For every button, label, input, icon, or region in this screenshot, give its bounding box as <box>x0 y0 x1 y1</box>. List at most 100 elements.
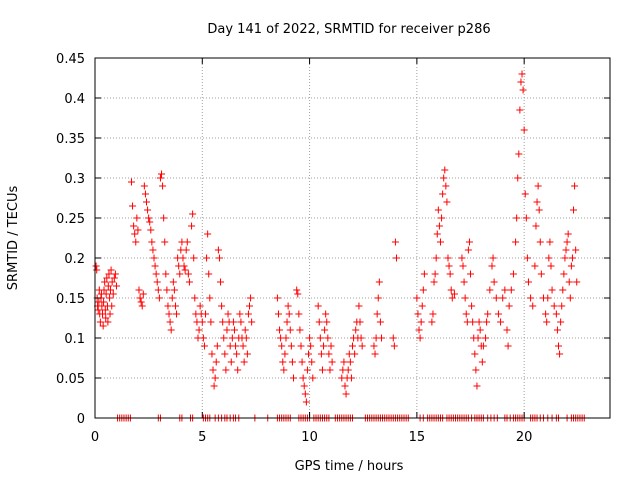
data-point <box>202 310 210 318</box>
y-tick-label: 0.05 <box>56 372 85 387</box>
data-point <box>106 286 114 294</box>
data-point <box>230 326 238 334</box>
data-point <box>444 254 452 262</box>
data-point <box>169 278 177 286</box>
data-point <box>191 294 199 302</box>
data-point <box>563 238 571 246</box>
data-point <box>134 226 142 234</box>
data-point <box>233 350 241 358</box>
data-point <box>301 390 309 398</box>
data-point <box>286 326 294 334</box>
data-point <box>560 270 568 278</box>
data-point <box>141 190 149 198</box>
data-point <box>242 334 250 342</box>
data-point <box>107 266 115 274</box>
data-point <box>183 238 191 246</box>
data-point <box>557 318 565 326</box>
data-point <box>432 254 440 262</box>
data-point <box>571 182 579 190</box>
data-point <box>476 326 484 334</box>
data-point <box>133 214 141 222</box>
data-point <box>198 318 206 326</box>
data-point <box>441 166 449 174</box>
data-point <box>140 182 148 190</box>
data-point <box>324 334 332 342</box>
x-tick-label: 5 <box>198 430 206 445</box>
data-point <box>445 262 453 270</box>
data-point <box>532 222 540 230</box>
data-point <box>371 350 379 358</box>
data-point <box>293 286 301 294</box>
data-point <box>499 294 507 302</box>
data-point <box>377 334 385 342</box>
y-tick-label: 0.2 <box>64 252 85 267</box>
data-point <box>442 182 450 190</box>
data-point <box>473 382 481 390</box>
data-point <box>103 274 111 282</box>
data-point <box>237 318 245 326</box>
data-point <box>474 334 482 342</box>
data-point <box>92 262 100 270</box>
data-point <box>154 286 162 294</box>
data-point <box>236 310 244 318</box>
y-tick-label: 0.3 <box>64 172 85 187</box>
data-point <box>161 238 169 246</box>
data-point <box>144 206 152 214</box>
data-point <box>415 326 423 334</box>
data-point <box>352 326 360 334</box>
data-point <box>189 210 197 218</box>
data-point <box>308 358 316 366</box>
data-point <box>420 270 428 278</box>
data-point <box>519 86 527 94</box>
axis-ticks <box>94 57 610 419</box>
data-point <box>278 342 286 350</box>
data-point <box>132 238 140 246</box>
data-point <box>503 326 511 334</box>
x-tick-label: 15 <box>409 430 426 445</box>
data-point <box>357 334 365 342</box>
data-point <box>534 182 542 190</box>
data-point <box>104 318 112 326</box>
data-point <box>276 326 284 334</box>
data-point <box>296 326 304 334</box>
data-point <box>280 366 288 374</box>
data-point <box>440 174 448 182</box>
y-tick-label: 0.45 <box>56 52 85 67</box>
data-point <box>282 334 290 342</box>
data-point <box>376 318 384 326</box>
data-point <box>173 310 181 318</box>
y-tick-label: 0.25 <box>56 212 85 227</box>
data-point <box>248 318 256 326</box>
data-point <box>572 246 580 254</box>
data-points <box>92 70 588 422</box>
data-point <box>314 302 322 310</box>
data-point <box>520 126 528 134</box>
data-point <box>184 270 192 278</box>
data-point <box>210 382 218 390</box>
y-tick-label: 0.1 <box>64 332 85 347</box>
data-point <box>490 278 498 286</box>
data-point <box>102 290 110 298</box>
data-point <box>450 290 458 298</box>
data-point <box>284 302 292 310</box>
data-point <box>468 302 476 310</box>
y-tick-label: 0.4 <box>64 92 85 107</box>
data-point <box>492 294 500 302</box>
data-point <box>430 278 438 286</box>
data-point <box>443 198 451 206</box>
data-point <box>533 198 541 206</box>
data-point <box>446 270 454 278</box>
data-point <box>509 270 517 278</box>
data-point <box>209 366 217 374</box>
data-point <box>181 266 189 274</box>
data-point <box>429 310 437 318</box>
data-point <box>108 278 116 286</box>
data-point <box>535 206 543 214</box>
data-point <box>568 254 576 262</box>
data-point <box>546 238 554 246</box>
data-point <box>436 238 444 246</box>
data-point <box>342 390 350 398</box>
tick-labels: 0 0.05 0.1 0.15 0.2 0.25 0.3 0.35 0.4 0.45 0 5 10 15 2… <box>56 52 532 445</box>
data-point <box>341 382 349 390</box>
